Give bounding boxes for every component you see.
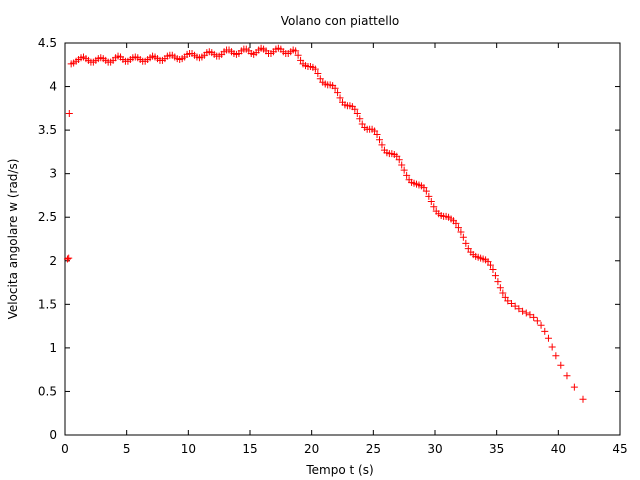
data-point bbox=[373, 130, 381, 138]
data-point bbox=[400, 166, 408, 174]
data-point bbox=[63, 255, 71, 263]
data-point bbox=[530, 313, 538, 321]
data-point bbox=[563, 372, 571, 380]
y-tick-label: 4 bbox=[49, 80, 57, 94]
x-tick-label: 0 bbox=[61, 442, 69, 456]
data-point bbox=[425, 192, 433, 200]
data-point bbox=[533, 317, 541, 325]
data-point bbox=[294, 51, 302, 59]
x-tick-label: 30 bbox=[427, 442, 442, 456]
y-tick-label: 1 bbox=[49, 341, 57, 355]
data-point bbox=[459, 233, 467, 241]
plot-frame bbox=[64, 42, 621, 436]
data-point bbox=[507, 299, 515, 307]
data-point bbox=[544, 334, 552, 342]
data-point bbox=[356, 115, 364, 123]
data-point bbox=[487, 261, 494, 269]
y-axis-label: Velocita angolare w (rad/s) bbox=[6, 159, 20, 320]
data-point bbox=[334, 89, 342, 97]
chart-title: Volano con piattello bbox=[281, 14, 400, 28]
data-point bbox=[353, 110, 361, 118]
data-point bbox=[292, 47, 300, 55]
y-tick-label: 2 bbox=[49, 254, 57, 268]
data-point bbox=[504, 297, 512, 305]
data-point bbox=[519, 307, 527, 315]
data-point bbox=[398, 161, 406, 169]
data-point bbox=[454, 224, 462, 232]
data-point bbox=[351, 105, 359, 113]
data-point bbox=[430, 203, 438, 211]
x-axis-label: Tempo t (s) bbox=[305, 463, 373, 477]
data-point bbox=[427, 198, 435, 206]
data-point bbox=[511, 302, 519, 310]
data-point bbox=[579, 395, 587, 403]
x-tick-label: 40 bbox=[551, 442, 566, 456]
y-tick-label: 2.5 bbox=[38, 210, 57, 224]
data-point bbox=[422, 187, 430, 195]
data-point bbox=[557, 361, 565, 369]
data-point bbox=[462, 239, 470, 247]
x-axis: 0 5 10 15 20 25 30 35 40 45 bbox=[61, 43, 628, 456]
y-tick-label: 0.5 bbox=[38, 384, 57, 398]
data-point bbox=[331, 84, 339, 92]
data-point bbox=[541, 327, 549, 335]
data-point bbox=[570, 383, 578, 391]
x-tick-label: 45 bbox=[612, 442, 627, 456]
data-point bbox=[395, 156, 403, 164]
data-point bbox=[376, 136, 383, 144]
data-point bbox=[452, 219, 460, 227]
data-point bbox=[548, 343, 556, 351]
x-tick-label: 20 bbox=[304, 442, 319, 456]
x-tick-label: 25 bbox=[366, 442, 381, 456]
data-point bbox=[457, 228, 465, 236]
data-series bbox=[63, 44, 587, 403]
data-point bbox=[378, 141, 386, 149]
y-tick-label: 3.5 bbox=[38, 123, 57, 137]
data-point bbox=[515, 305, 523, 313]
data-point bbox=[496, 284, 504, 292]
data-point bbox=[311, 65, 319, 73]
y-axis: 0 0.5 1 1.5 2 2.5 3 3.5 4 4.5 bbox=[38, 36, 620, 442]
data-point bbox=[336, 94, 344, 102]
data-point bbox=[552, 352, 560, 360]
data-point bbox=[491, 272, 499, 280]
x-tick-label: 10 bbox=[181, 442, 196, 456]
data-point bbox=[65, 254, 73, 262]
data-point bbox=[314, 69, 322, 77]
data-point bbox=[65, 110, 73, 118]
y-tick-label: 1.5 bbox=[38, 297, 57, 311]
y-tick-label: 0 bbox=[49, 428, 57, 442]
data-point bbox=[494, 278, 502, 286]
x-tick-label: 35 bbox=[489, 442, 504, 456]
x-tick-label: 15 bbox=[242, 442, 257, 456]
data-point bbox=[489, 265, 497, 273]
y-tick-label: 3 bbox=[49, 167, 57, 181]
data-point bbox=[522, 309, 530, 317]
data-point bbox=[499, 289, 507, 297]
data-point bbox=[403, 171, 411, 179]
data-point bbox=[526, 311, 534, 319]
data-point bbox=[537, 321, 545, 329]
y-tick-label: 4.5 bbox=[38, 36, 57, 50]
x-tick-label: 5 bbox=[123, 442, 131, 456]
